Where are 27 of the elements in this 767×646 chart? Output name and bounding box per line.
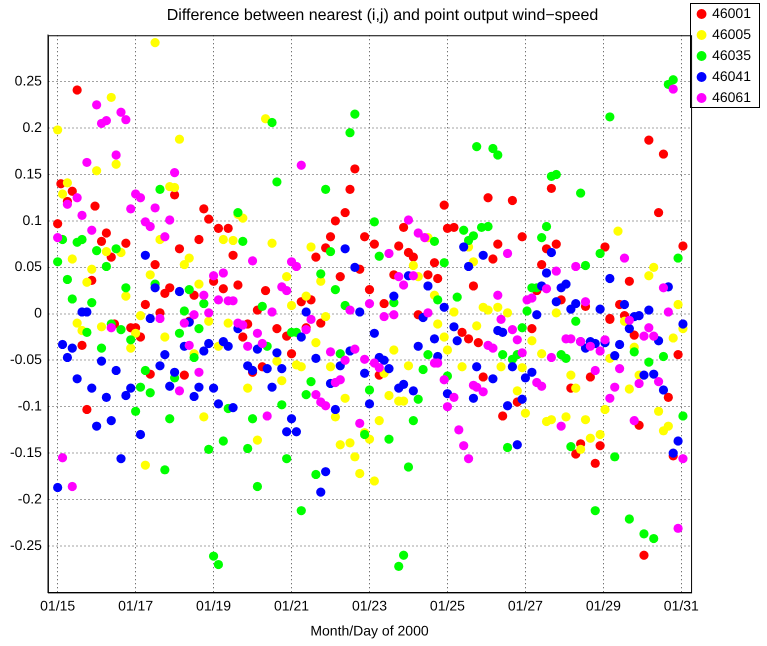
x-tick-label: 01/17 [118,598,154,614]
x-axis-title: Month/Day of 2000 [310,622,429,638]
chart-title: Difference between nearest (i,j) and point output wind−speed [166,7,598,24]
legend-label: 46005 [712,26,752,42]
x-tick-label: 01/29 [586,598,622,614]
y-tick-label: -0.1 [18,398,42,414]
x-tick-label: 01/23 [352,598,388,614]
legend-label: 46041 [712,68,752,84]
legend-label: 46035 [712,46,752,63]
x-tick-label: 01/15 [40,598,76,614]
y-tick-label: 0 [34,304,42,321]
x-tick-label: 01/19 [196,598,232,614]
y-tick-label: -0.15 [10,444,42,460]
y-tick-label: 0.2 [22,118,42,135]
y-tick-label: 0.1 [22,212,42,228]
legend-label: 46061 [712,88,752,105]
y-tick-label: 0.05 [14,258,42,274]
x-tick-label: 01/31 [664,598,700,614]
legend-label: 46001 [712,4,752,21]
x-tick-label: 01/27 [508,598,544,614]
y-tick-label: -0.25 [10,536,42,553]
y-tick-label: -0.05 [10,351,42,368]
y-tick-label: 0.25 [14,72,42,88]
x-tick-label: 01/21 [274,598,310,614]
x-tick-label: 01/25 [430,598,466,614]
y-tick-label: 0.15 [14,165,42,182]
y-tick-label: -0.2 [18,490,42,506]
